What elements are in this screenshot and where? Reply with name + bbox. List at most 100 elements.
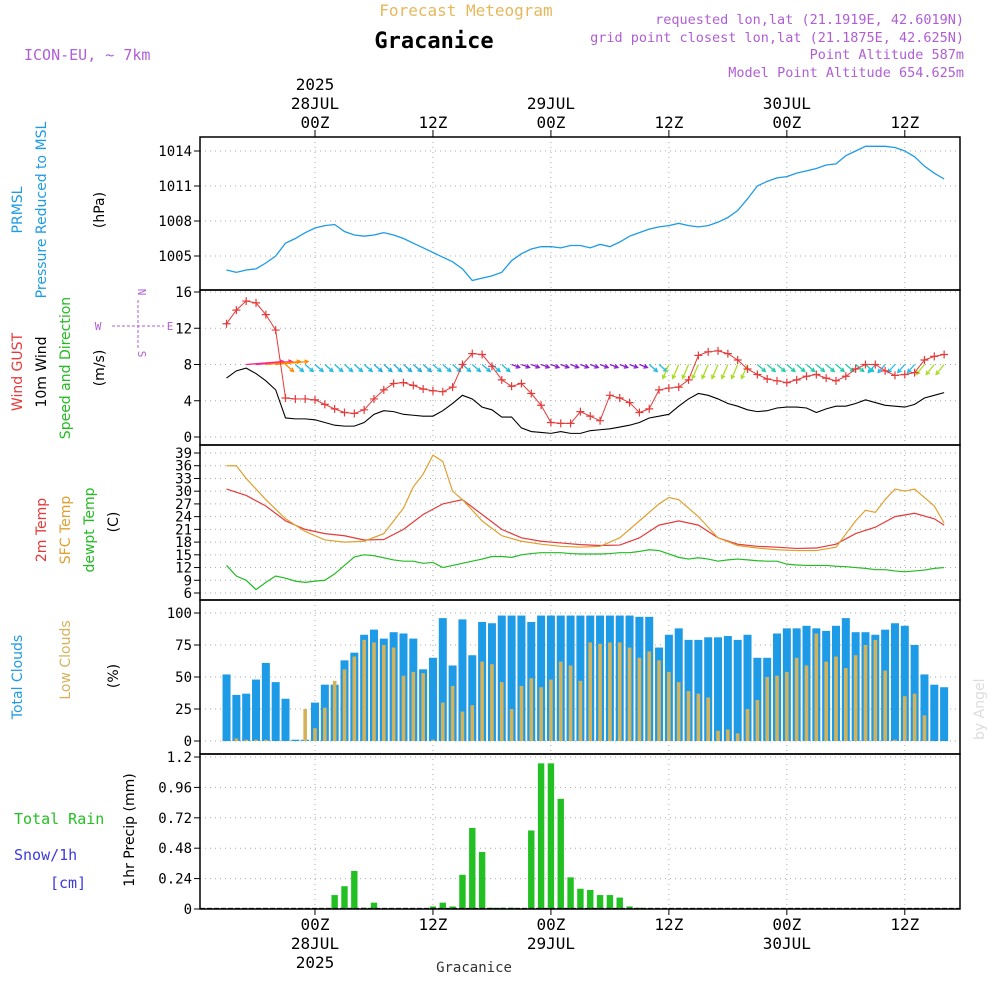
y-tick-label: 0.96	[158, 780, 192, 796]
bottom-time-label: 12Z	[654, 915, 683, 934]
wind-arrow	[681, 364, 690, 379]
low-cloud-bar	[323, 707, 327, 741]
wind-arrow	[855, 364, 865, 372]
compass-n: N	[135, 289, 148, 296]
y-tick-label: 16	[175, 285, 192, 301]
gust-marker	[645, 404, 654, 413]
low-cloud-bar	[342, 669, 347, 741]
panel-wind: 0 4 8 12 16	[175, 285, 961, 446]
low-cloud-bar	[588, 642, 593, 741]
wind-arrow-head	[505, 367, 511, 373]
low-cloud-bar	[421, 673, 425, 741]
gust-marker	[635, 408, 644, 417]
wind-arrow	[897, 364, 906, 373]
low-cloud-bar	[264, 739, 268, 741]
low-cloud-bar	[804, 665, 809, 741]
wind-arrow-head	[711, 374, 716, 380]
pressure-label-2: Pressure Reduced to MSL	[34, 121, 50, 298]
gust-marker	[340, 408, 349, 417]
gust-marker	[497, 375, 506, 384]
wind-arrow-head	[535, 364, 541, 369]
gust-marker	[831, 376, 840, 385]
wind-arrow	[540, 363, 550, 369]
low-cloud-bar	[893, 739, 897, 741]
wind-arrow	[756, 364, 766, 372]
wind-arrow	[570, 363, 579, 369]
wind-arrow	[393, 364, 403, 372]
y-tick-label: 15	[175, 548, 192, 564]
gust-marker	[851, 365, 860, 374]
y-tick-label: 9	[184, 573, 192, 589]
gust-marker	[704, 347, 713, 356]
rain-bar	[351, 871, 358, 909]
wind-arrow	[246, 360, 284, 366]
wind-arrow-head	[348, 367, 354, 373]
low-cloud-bar	[568, 665, 573, 741]
top-time-label: 00Z	[772, 113, 801, 132]
wind-arrow	[648, 364, 658, 372]
wind-arrow	[590, 363, 599, 369]
gust-marker	[428, 386, 437, 395]
total-cloud-bar	[930, 684, 939, 741]
low-cloud-bar	[470, 705, 475, 741]
wind-arrow	[531, 363, 540, 369]
low-cloud-bar	[676, 682, 681, 741]
rain-bar	[596, 895, 604, 909]
wind-arrow-head	[368, 367, 374, 373]
low-cloud-bar	[716, 730, 720, 741]
gust-marker	[674, 383, 683, 392]
wind-arrow	[907, 364, 916, 373]
y-tick-label: 25	[175, 702, 192, 718]
wind-arrow-head	[299, 367, 305, 373]
low-cloud-bar	[490, 664, 494, 741]
wind-arrow-head	[387, 367, 393, 373]
gust-marker	[900, 370, 909, 379]
wind-arrow	[363, 364, 373, 372]
rain-bar	[370, 902, 378, 909]
wind-arrow	[691, 364, 699, 379]
wind-arrow-head	[867, 368, 873, 374]
low-cloud-bar	[539, 687, 543, 741]
wind-arrow-head	[925, 370, 931, 376]
top-time-label: 29JUL	[527, 94, 575, 113]
wind-arrow-head	[417, 367, 423, 373]
wind-arrow	[344, 364, 353, 372]
y-tick-label: 39	[175, 446, 192, 462]
y-tick-label: 100	[167, 606, 192, 622]
rain-bar	[469, 827, 476, 909]
wind-arrow-head	[427, 367, 433, 373]
wind-arrow	[304, 364, 314, 372]
bottom-time-label: 00Z	[772, 915, 801, 934]
total-cloud-bar	[222, 674, 231, 741]
total-cloud-bar	[497, 615, 506, 741]
wind-arrow-head	[515, 364, 521, 369]
gust-marker	[537, 401, 546, 410]
wind-arrow-head	[740, 374, 746, 380]
wind-arrow	[471, 364, 481, 372]
temp2m-line	[226, 488, 945, 550]
total-cloud-bar	[428, 657, 437, 741]
y-tick-label: 1008	[158, 214, 192, 230]
panel-frame	[199, 289, 961, 446]
total-cloud-bar	[694, 639, 703, 741]
compass-w: W	[95, 320, 102, 333]
total-cloud-bar	[723, 636, 732, 741]
compass: N S W E	[95, 289, 174, 358]
gust-marker	[625, 398, 634, 407]
total-cloud-bar	[458, 619, 467, 741]
panel-frame	[199, 444, 961, 601]
wind-arrow	[432, 364, 442, 372]
gust-marker	[684, 375, 693, 384]
wind-arrow-head	[820, 367, 826, 373]
top-time-label: 12Z	[890, 113, 919, 132]
wind-arrow-head	[633, 364, 639, 369]
low-cloud-bar	[745, 709, 750, 741]
low-cloud-bar	[440, 702, 445, 741]
wind-arrow	[422, 364, 432, 372]
wind-arrow-head	[436, 367, 442, 373]
pressure-label-1: PRMSL	[10, 186, 26, 233]
low-cloud-bar	[834, 656, 838, 741]
low-cloud-bar	[234, 738, 239, 741]
location-title: Gracanice	[374, 29, 493, 54]
